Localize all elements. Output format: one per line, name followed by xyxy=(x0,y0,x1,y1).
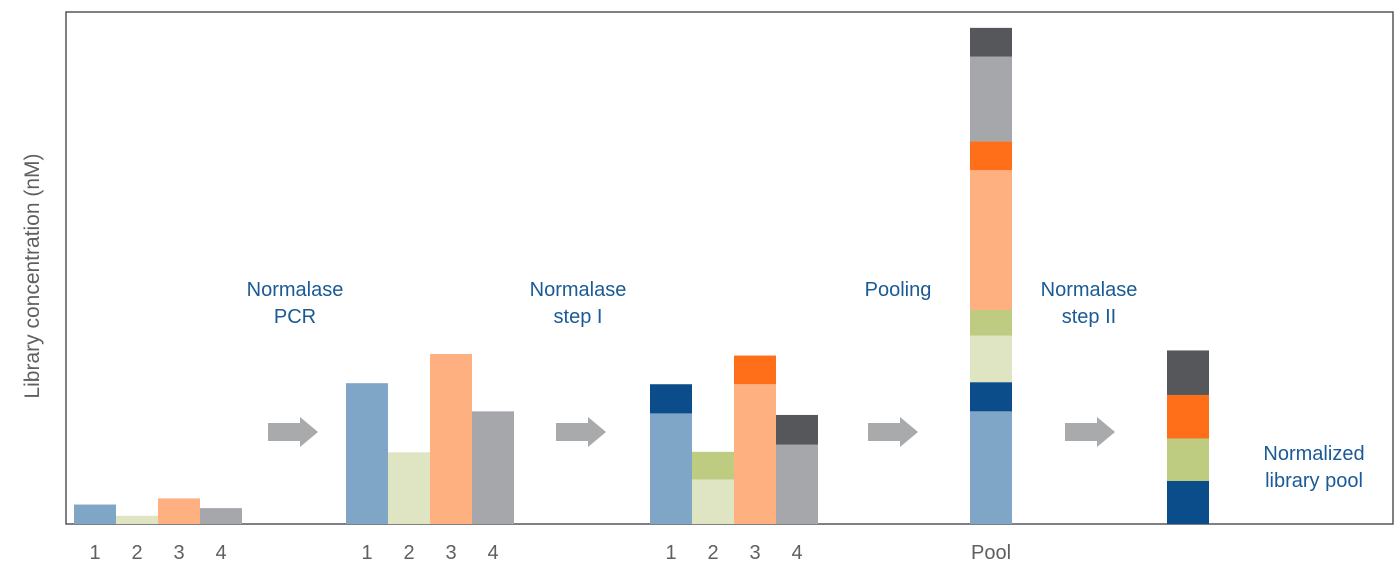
bar-segment-sample-2-light xyxy=(692,479,734,524)
step-label-line: library pool xyxy=(1265,470,1363,492)
x-tick-label: 3 xyxy=(445,542,457,564)
x-tick-label: 1 xyxy=(361,542,373,564)
bar-segment-sample-2-dark xyxy=(692,451,734,480)
step-label-step-1: Normalase step I xyxy=(513,277,643,331)
x-tick-label: 1 xyxy=(89,542,101,564)
bar-segment-sample-1-light xyxy=(346,383,388,524)
step-label-line: PCR xyxy=(273,306,317,328)
step-label-line: step II xyxy=(1061,306,1117,328)
arrow-right-icon xyxy=(1065,417,1115,447)
x-tick-label: 1 xyxy=(665,542,677,564)
bar-segment-sample-4-dark xyxy=(776,414,818,445)
x-tick-label: 4 xyxy=(487,542,499,564)
arrows-layer xyxy=(268,417,1115,447)
bar-segment-sample-4-light xyxy=(200,508,242,524)
bar-segment-sample-3-dark xyxy=(970,141,1012,171)
bar-segment-sample-2-light xyxy=(970,335,1012,383)
bar-segment-sample-2-light xyxy=(116,515,158,524)
bar-segment-sample-2-dark xyxy=(970,309,1012,336)
bar-segment-sample-3-dark xyxy=(1167,394,1209,439)
bar-segment-sample-2-dark xyxy=(1167,438,1209,481)
x-tick-label: Pool xyxy=(970,542,1012,564)
arrow-right-icon xyxy=(868,417,918,447)
x-tick-label: 2 xyxy=(707,542,719,564)
step-label-normalized-pool: Normalized library pool xyxy=(1244,441,1384,495)
x-tick-label: 3 xyxy=(173,542,185,564)
bar-segment-sample-4-dark xyxy=(1167,350,1209,395)
bar-segment-sample-4-dark xyxy=(970,27,1012,57)
step-label-line: Normalase xyxy=(246,279,344,301)
arrow-right-icon xyxy=(268,417,318,447)
bar-segment-sample-3-light xyxy=(970,170,1012,310)
x-tick-label: 4 xyxy=(791,542,803,564)
x-tick-label: 3 xyxy=(749,542,761,564)
bar-segment-sample-3-light xyxy=(158,498,200,524)
step-label-line: step I xyxy=(553,306,603,328)
bar-segment-sample-2-light xyxy=(388,452,430,524)
bar-segment-sample-4-light xyxy=(776,444,818,524)
step-label-line: Normalase xyxy=(529,279,627,301)
bar-segment-sample-4-light xyxy=(970,56,1012,142)
step-label-line: Normalized xyxy=(1263,443,1365,465)
y-axis-label: Library concentration (nM) xyxy=(21,153,44,399)
x-tick-label: 2 xyxy=(403,542,415,564)
arrow-right-icon xyxy=(556,417,606,447)
step-label-pooling: Pooling xyxy=(848,277,948,304)
bar-segment-sample-4-light xyxy=(472,411,514,524)
x-tick-label: 2 xyxy=(131,542,143,564)
bar-segment-sample-1-light xyxy=(650,413,692,524)
bars-layer xyxy=(74,27,1209,524)
step-label-step-2: Normalase step II xyxy=(1024,277,1154,331)
bar-segment-sample-1-light xyxy=(970,411,1012,524)
bar-segment-sample-1-dark xyxy=(970,382,1012,412)
step-label-pcr: Normalase PCR xyxy=(230,277,360,331)
x-tick-label: 4 xyxy=(215,542,227,564)
bar-segment-sample-1-dark xyxy=(650,384,692,414)
bar-segment-sample-3-dark xyxy=(734,355,776,385)
bar-segment-sample-3-light xyxy=(734,384,776,524)
step-label-line: Normalase xyxy=(1040,279,1138,301)
step-label-line: Pooling xyxy=(864,279,932,301)
bar-segment-sample-1-light xyxy=(74,504,116,524)
bar-segment-sample-3-light xyxy=(430,354,472,524)
bar-segment-sample-1-dark xyxy=(1167,480,1209,524)
